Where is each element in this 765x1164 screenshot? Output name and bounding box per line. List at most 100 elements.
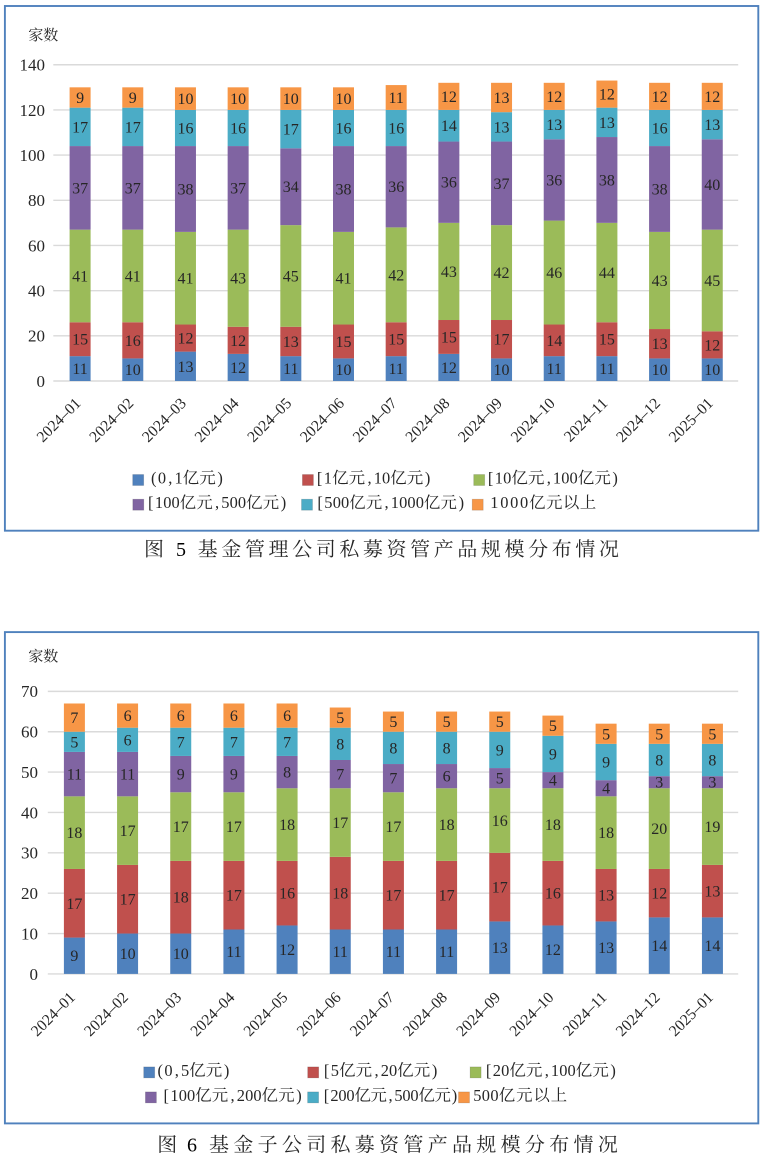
svg-text:17: 17 <box>72 119 88 136</box>
svg-text:7: 7 <box>389 771 397 788</box>
svg-text:36: 36 <box>546 172 562 189</box>
svg-text:0: 0 <box>382 468 390 487</box>
svg-text:0: 0 <box>410 1086 418 1105</box>
svg-text:9: 9 <box>496 742 504 759</box>
svg-text:0: 0 <box>416 493 424 512</box>
svg-text:11: 11 <box>226 944 241 961</box>
svg-text:40: 40 <box>21 803 38 822</box>
svg-text:0: 0 <box>500 493 508 512</box>
svg-text:5: 5 <box>443 714 451 731</box>
svg-text:13: 13 <box>704 884 720 901</box>
svg-text:15: 15 <box>336 334 352 351</box>
svg-text:12: 12 <box>651 886 667 903</box>
svg-text:): ) <box>452 1086 457 1105</box>
svg-text:36: 36 <box>441 175 457 192</box>
svg-text:0: 0 <box>561 468 569 487</box>
svg-text:15: 15 <box>599 332 615 349</box>
svg-text:[: [ <box>163 1086 168 1105</box>
svg-text:43: 43 <box>230 271 246 288</box>
svg-text:12: 12 <box>441 89 457 106</box>
svg-text:8: 8 <box>336 736 344 753</box>
svg-text:): ) <box>224 1061 229 1080</box>
svg-text:3: 3 <box>655 775 663 792</box>
svg-text:140: 140 <box>20 56 46 75</box>
svg-text:12: 12 <box>279 942 295 959</box>
svg-text:12: 12 <box>178 331 194 348</box>
svg-text:1: 1 <box>495 468 503 487</box>
svg-text:13: 13 <box>599 115 615 132</box>
svg-text:34: 34 <box>283 179 299 196</box>
svg-text:38: 38 <box>652 182 668 199</box>
svg-text:18: 18 <box>173 890 189 907</box>
svg-text:,: , <box>231 1086 235 1105</box>
svg-text:,: , <box>385 493 389 512</box>
svg-text:9: 9 <box>129 90 137 107</box>
svg-text:9: 9 <box>70 948 78 965</box>
svg-text:9: 9 <box>602 755 610 772</box>
svg-text:8: 8 <box>443 740 451 757</box>
svg-text:1: 1 <box>490 493 498 512</box>
svg-text:11: 11 <box>439 944 454 961</box>
svg-text:6: 6 <box>177 708 185 725</box>
svg-text:38: 38 <box>336 182 352 199</box>
svg-text:60: 60 <box>21 723 38 742</box>
svg-text:11: 11 <box>72 361 87 378</box>
svg-text:0: 0 <box>490 1086 498 1105</box>
svg-text:0: 0 <box>407 493 415 512</box>
svg-text:0: 0 <box>402 1086 410 1105</box>
svg-text:17: 17 <box>226 819 242 836</box>
svg-text:13: 13 <box>492 940 508 957</box>
svg-text:15: 15 <box>72 332 88 349</box>
svg-text:17: 17 <box>332 815 348 832</box>
svg-text:37: 37 <box>72 180 88 197</box>
svg-text:(: ( <box>157 1061 162 1080</box>
svg-text:0: 0 <box>179 1086 187 1105</box>
svg-text:5: 5 <box>221 493 229 512</box>
svg-text:12: 12 <box>230 333 246 350</box>
svg-text:0: 0 <box>164 1061 172 1080</box>
svg-text:1: 1 <box>155 493 163 512</box>
svg-text:16: 16 <box>125 333 141 350</box>
svg-text:7: 7 <box>230 734 238 751</box>
svg-text:0: 0 <box>510 493 518 512</box>
svg-text:17: 17 <box>494 332 510 349</box>
svg-text:0: 0 <box>158 468 166 487</box>
svg-text:12: 12 <box>546 89 562 106</box>
svg-text:12: 12 <box>652 89 668 106</box>
svg-text:10: 10 <box>173 946 189 963</box>
svg-text:16: 16 <box>545 886 561 903</box>
svg-text:): ) <box>281 493 286 512</box>
svg-text:7: 7 <box>336 767 344 784</box>
svg-text:17: 17 <box>120 892 136 909</box>
svg-text:5: 5 <box>181 1061 189 1080</box>
svg-text:): ) <box>217 468 222 487</box>
svg-text:10: 10 <box>120 946 136 963</box>
svg-text:2: 2 <box>330 1086 338 1105</box>
svg-text:10: 10 <box>125 362 141 379</box>
svg-text:37: 37 <box>230 180 246 197</box>
svg-text:7: 7 <box>70 710 78 727</box>
svg-text:,: , <box>547 468 551 487</box>
svg-text:41: 41 <box>178 271 194 288</box>
svg-text:17: 17 <box>439 888 455 905</box>
svg-text:12: 12 <box>704 89 720 106</box>
svg-text:13: 13 <box>598 888 614 905</box>
svg-text:40: 40 <box>704 177 720 194</box>
svg-text:(: ( <box>151 468 156 487</box>
svg-text:5: 5 <box>549 718 557 735</box>
svg-text:37: 37 <box>494 176 510 193</box>
svg-text:0: 0 <box>559 1061 567 1080</box>
svg-text:11: 11 <box>599 361 614 378</box>
svg-text:120: 120 <box>20 101 46 120</box>
svg-text:11: 11 <box>67 767 82 784</box>
svg-text:40: 40 <box>28 282 45 301</box>
svg-text:,: , <box>175 1061 179 1080</box>
svg-text:16: 16 <box>388 121 404 138</box>
svg-text:5: 5 <box>331 1061 339 1080</box>
svg-text:0: 0 <box>482 1086 490 1105</box>
svg-text:5: 5 <box>394 1086 402 1105</box>
svg-text:100: 100 <box>20 146 46 165</box>
svg-text:1: 1 <box>324 468 332 487</box>
svg-text:8: 8 <box>708 753 716 770</box>
svg-text:5: 5 <box>336 710 344 727</box>
